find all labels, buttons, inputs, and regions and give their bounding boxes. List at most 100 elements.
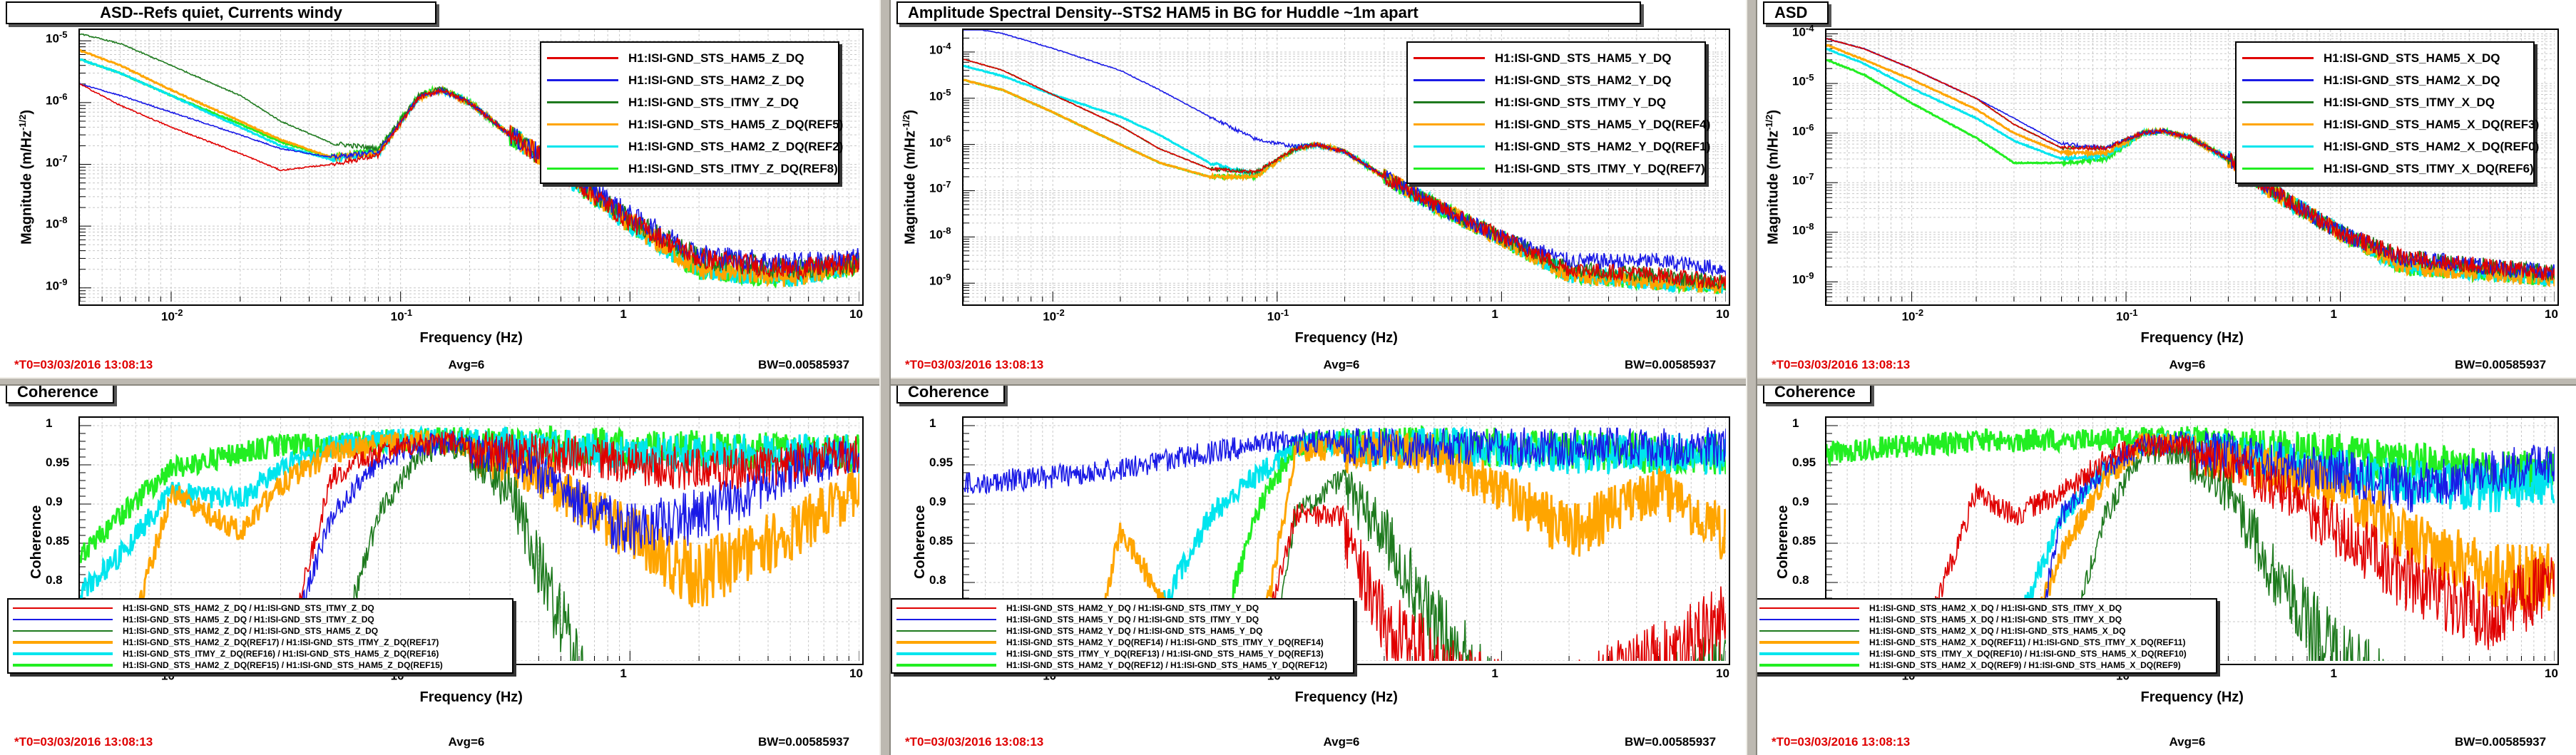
legend-swatch xyxy=(547,168,618,170)
legend-swatch xyxy=(13,630,113,632)
y-tick-label: 10-4 xyxy=(1792,22,1814,39)
horizontal-splitter-3[interactable] xyxy=(1757,377,2576,386)
y-axis-label: Magnitude (m/Hz-1/2) xyxy=(17,109,35,245)
y-tick-label: 10-9 xyxy=(1792,270,1814,287)
legend[interactable]: H1:ISI-GND_STS_HAM5_Y_DQ H1:ISI-GND_STS_H… xyxy=(1406,41,1710,184)
legend-entry: H1:ISI-GND_STS_HAM2_Z_DQ / H1:ISI-GND_ST… xyxy=(13,602,508,614)
y-tick-label: 10-4 xyxy=(929,40,951,57)
legend-entry: H1:ISI-GND_STS_ITMY_Z_DQ(REF8) xyxy=(547,158,838,180)
legend-swatch xyxy=(896,619,996,620)
averages-readout: Avg=6 xyxy=(448,735,485,749)
x-axis-label: Frequency (Hz) xyxy=(419,330,523,346)
bandwidth-readout: BW=0.00585937 xyxy=(758,735,850,749)
panel-title[interactable]: ASD--Refs quiet, Currents windy xyxy=(6,1,436,24)
y-tick-label: 0.8 xyxy=(929,573,946,587)
vertical-splitter-1[interactable] xyxy=(879,0,891,755)
bandwidth-readout: BW=0.00585937 xyxy=(1625,358,1717,371)
legend[interactable]: H1:ISI-GND_STS_HAM2_Z_DQ / H1:ISI-GND_ST… xyxy=(7,598,513,674)
legend[interactable]: H1:ISI-GND_STS_HAM5_Z_DQ H1:ISI-GND_STS_H… xyxy=(540,41,843,184)
legend-entry: H1:ISI-GND_STS_HAM5_Y_DQ xyxy=(1414,47,1699,69)
legend-swatch xyxy=(547,123,618,125)
legend-label: H1:ISI-GND_STS_HAM5_Y_DQ / H1:ISI-GND_ST… xyxy=(1006,615,1259,625)
legend-entry: H1:ISI-GND_STS_ITMY_Y_DQ xyxy=(1414,91,1699,113)
grid xyxy=(80,30,859,302)
horizontal-splitter-1[interactable] xyxy=(0,377,879,386)
x-tick-label: 10 xyxy=(1716,307,1729,321)
legend-label: H1:ISI-GND_STS_HAM2_X_DQ(REF11) / H1:ISI… xyxy=(1869,637,2186,647)
legend-label: H1:ISI-GND_STS_HAM2_X_DQ(REF9) / H1:ISI-… xyxy=(1869,660,2181,670)
x-tick-base: 10 xyxy=(1043,309,1057,324)
legend-entry: H1:ISI-GND_STS_HAM2_X_DQ(REF9) / H1:ISI-… xyxy=(1759,659,2212,671)
legend-label: H1:ISI-GND_STS_HAM2_Z_DQ / H1:ISI-GND_ST… xyxy=(123,626,379,636)
legend-label: H1:ISI-GND_STS_HAM2_Z_DQ(REF2) xyxy=(628,139,844,153)
legend-swatch xyxy=(547,57,618,59)
t0-timestamp: *T0=03/03/2016 13:08:13 xyxy=(1772,735,1911,749)
legend-label: H1:ISI-GND_STS_HAM5_Z_DQ / H1:ISI-GND_ST… xyxy=(123,615,374,625)
legend-swatch xyxy=(1759,641,1859,644)
legend-label: H1:ISI-GND_STS_HAM2_Y_DQ / H1:ISI-GND_ST… xyxy=(1006,603,1259,613)
legend-entry: H1:ISI-GND_STS_HAM5_X_DQ xyxy=(2242,47,2528,69)
legend[interactable]: H1:ISI-GND_STS_HAM5_X_DQ H1:ISI-GND_STS_H… xyxy=(2235,41,2539,184)
legend-entry: H1:ISI-GND_STS_HAM2_X_DQ(REF11) / H1:ISI… xyxy=(1759,637,2212,648)
legend-swatch xyxy=(13,664,113,667)
bandwidth-readout: BW=0.00585937 xyxy=(758,358,850,371)
x-tick-exp: -2 xyxy=(1056,307,1065,318)
y-tick-label: 1 xyxy=(1792,416,1799,430)
y-tick-label: 10-8 xyxy=(46,215,68,231)
y-tick-label: 10-7 xyxy=(46,153,68,170)
legend-entry: H1:ISI-GND_STS_ITMY_Z_DQ xyxy=(547,91,832,113)
legend-entry: H1:ISI-GND_STS_HAM5_Z_DQ xyxy=(547,47,832,69)
legend-swatch xyxy=(2242,57,2314,59)
plot-canvas xyxy=(80,30,859,302)
legend-entry: H1:ISI-GND_STS_ITMY_Y_DQ(REF7) xyxy=(1414,158,1705,180)
legend-swatch xyxy=(547,145,618,148)
x-tick-exp: -1 xyxy=(1280,307,1289,318)
legend-entry: H1:ISI-GND_STS_HAM2_Z_DQ(REF17) / H1:ISI… xyxy=(13,637,508,648)
panel-title[interactable]: ASD xyxy=(1763,1,1829,24)
horizontal-splitter-2[interactable] xyxy=(891,377,1746,386)
legend-entry: H1:ISI-GND_STS_HAM5_Z_DQ / H1:ISI-GND_ST… xyxy=(13,614,508,625)
series-line-2 xyxy=(2064,441,2384,661)
x-tick-label: 10-2 xyxy=(161,307,183,324)
legend-swatch xyxy=(13,619,113,620)
y-tick-label: 10-6 xyxy=(46,91,68,108)
legend-label: H1:ISI-GND_STS_HAM2_Y_DQ(REF1) xyxy=(1495,139,1711,153)
y-tick-label: 10-6 xyxy=(929,133,951,150)
legend-label: H1:ISI-GND_STS_HAM2_Z_DQ / H1:ISI-GND_ST… xyxy=(123,603,374,613)
legend-label: H1:ISI-GND_STS_ITMY_X_DQ(REF6) xyxy=(2324,161,2534,175)
t0-timestamp: *T0=03/03/2016 13:08:13 xyxy=(1772,358,1911,371)
x-tick-exp: -1 xyxy=(404,307,413,318)
legend-entry: H1:ISI-GND_STS_HAM2_Y_DQ / H1:ISI-GND_ST… xyxy=(896,602,1349,614)
legend-entry: H1:ISI-GND_STS_ITMY_Y_DQ(REF13) / H1:ISI… xyxy=(896,648,1349,659)
legend-entry: H1:ISI-GND_STS_HAM2_X_DQ xyxy=(2242,69,2528,91)
panel-title[interactable]: Amplitude Spectral Density--STS2 HAM5 in… xyxy=(896,1,1641,24)
legend-swatch xyxy=(1759,607,1859,609)
legend[interactable]: H1:ISI-GND_STS_HAM2_Y_DQ / H1:ISI-GND_ST… xyxy=(891,598,1354,674)
legend-entry: H1:ISI-GND_STS_ITMY_X_DQ(REF10) / H1:ISI… xyxy=(1759,648,2212,659)
legend[interactable]: H1:ISI-GND_STS_HAM2_X_DQ / H1:ISI-GND_ST… xyxy=(1757,598,2217,674)
y-tick-label: 10-5 xyxy=(46,29,68,46)
legend-entry: H1:ISI-GND_STS_HAM2_Z_DQ(REF2) xyxy=(547,135,843,158)
t0-timestamp: *T0=03/03/2016 13:08:13 xyxy=(14,735,153,749)
y-tick-label: 1 xyxy=(929,416,936,430)
y-tick-label: 0.8 xyxy=(46,573,63,587)
y-tick-label: 10-7 xyxy=(1792,171,1814,188)
averages-readout: Avg=6 xyxy=(1323,358,1360,371)
t0-timestamp: *T0=03/03/2016 13:08:13 xyxy=(905,735,1044,749)
legend-swatch xyxy=(2242,145,2314,148)
vertical-splitter-2[interactable] xyxy=(1746,0,1757,755)
averages-readout: Avg=6 xyxy=(2169,358,2206,371)
series-line-0 xyxy=(1826,38,2555,281)
bandwidth-readout: BW=0.00585937 xyxy=(1625,735,1717,749)
x-tick-label: 10-1 xyxy=(2116,307,2137,324)
y-tick-label: 0.9 xyxy=(1792,495,1809,508)
legend-entry: H1:ISI-GND_STS_HAM2_Y_DQ(REF12) / H1:ISI… xyxy=(896,659,1349,671)
panel-asd-left: ASD--Refs quiet, Currents windy 10-2 10 -1 1… xyxy=(0,0,879,378)
x-tick-label: 1 xyxy=(1491,307,1498,321)
legend-entry: H1:ISI-GND_STS_HAM2_Y_DQ / H1:ISI-GND_ST… xyxy=(896,625,1349,637)
legend-swatch xyxy=(1414,168,1485,170)
legend-swatch xyxy=(1414,79,1485,81)
legend-entry: H1:ISI-GND_STS_HAM5_Y_DQ(REF4) xyxy=(1414,113,1710,135)
x-tick-label: 10 xyxy=(849,307,863,321)
legend-label: H1:ISI-GND_STS_HAM5_X_DQ xyxy=(2324,51,2500,65)
